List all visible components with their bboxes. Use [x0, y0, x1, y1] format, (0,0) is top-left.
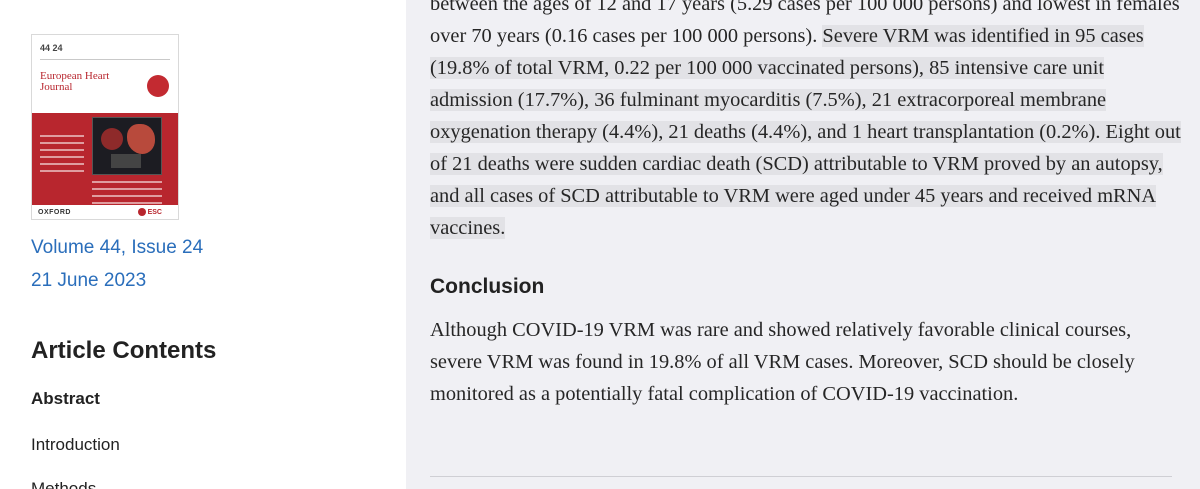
cover-journal-title: European Heart Journal — [40, 70, 110, 93]
sidebar: 44 24 European Heart Journal OXFORD ESC … — [0, 0, 406, 489]
abstract-results-paragraph: between the ages of 12 and 17 years (5.2… — [430, 0, 1190, 244]
article-main: between the ages of 12 and 17 years (5.2… — [406, 0, 1200, 489]
cover-volume-number: 44 24 — [40, 43, 63, 53]
abstract-text: between the ages of 12 and 17 years (5.2… — [430, 0, 1180, 47]
cover-society-logo: ESC — [147, 209, 162, 216]
issue-volume-link[interactable]: Volume 44, Issue 24 — [31, 237, 204, 258]
toc-item-methods[interactable]: Methods — [31, 479, 97, 489]
cover-heart-photo — [92, 117, 162, 175]
highlighted-abstract-text: Severe VRM was identified in 95 cases (1… — [430, 25, 1181, 239]
article-contents-heading: Article Contents — [31, 337, 217, 364]
cover-divider — [40, 59, 170, 60]
conclusion-paragraph: Although COVID-19 VRM was rare and showe… — [430, 319, 1135, 405]
cover-header — [32, 35, 178, 69]
toc-item-abstract[interactable]: Abstract — [31, 389, 100, 408]
toc-item-introduction[interactable]: Introduction — [31, 435, 120, 454]
cover-badge-icon — [147, 75, 169, 97]
cover-publisher-logo: OXFORD — [38, 209, 71, 216]
conclusion-heading: Conclusion — [430, 275, 545, 298]
issue-date-link[interactable]: 21 June 2023 — [31, 270, 147, 291]
section-divider — [430, 476, 1172, 477]
journal-cover-image[interactable]: 44 24 European Heart Journal OXFORD ESC — [31, 34, 179, 220]
cover-text-lines — [40, 135, 84, 177]
esc-logo-icon — [138, 208, 146, 216]
